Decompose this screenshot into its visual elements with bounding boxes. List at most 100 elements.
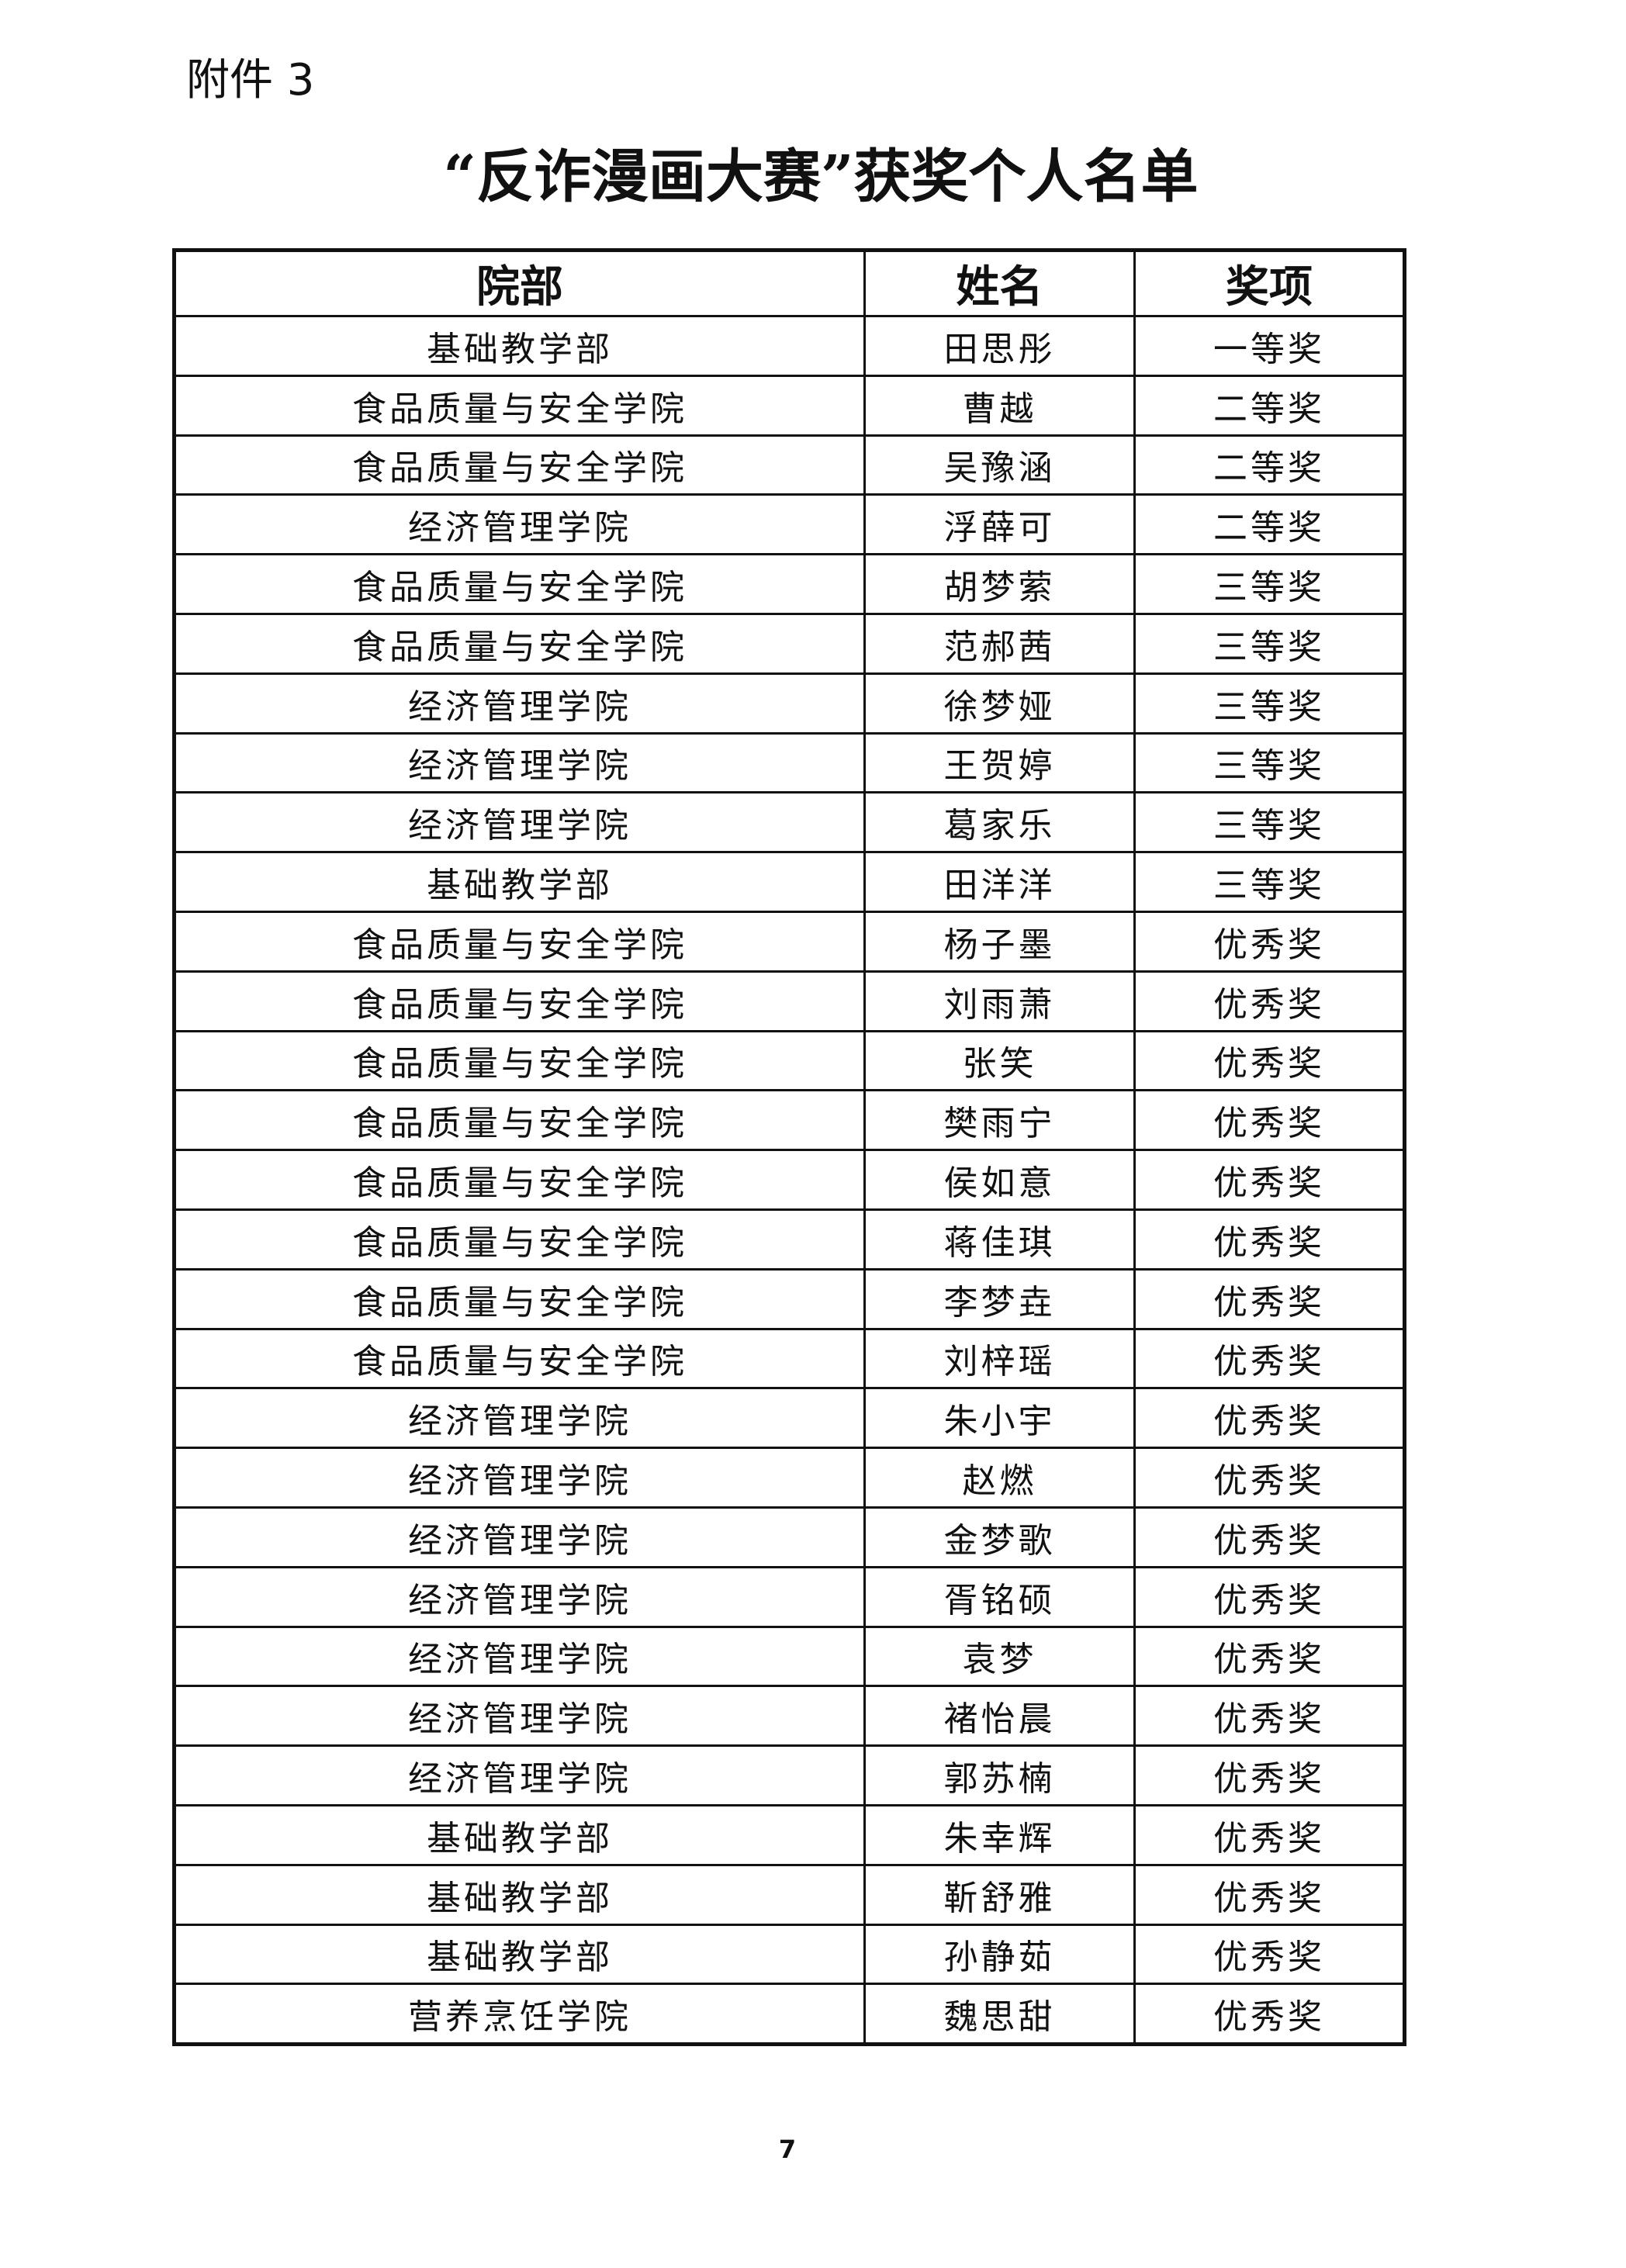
cell-award: 优秀奖 — [1133, 1803, 1406, 1866]
cell-name: 刘梓瑶 — [863, 1327, 1136, 1390]
cell-department: 食品质量与安全学院 — [173, 434, 866, 496]
cell-department: 基础教学部 — [173, 315, 866, 377]
cell-award: 优秀奖 — [1133, 970, 1406, 1032]
cell-award: 优秀奖 — [1133, 1149, 1406, 1211]
table-row: 经济管理学院 朱小宇 优秀奖 — [173, 1387, 1406, 1450]
table-row: 经济管理学院 浮薛可 二等奖 — [173, 493, 1406, 556]
table-row: 经济管理学院 王贺婷 三等奖 — [173, 731, 1406, 794]
page-number: 7 — [778, 2135, 797, 2164]
cell-name: 徐梦娅 — [863, 672, 1136, 735]
cell-name: 靳舒雅 — [863, 1863, 1136, 1926]
cell-name: 浮薛可 — [863, 493, 1136, 556]
table-row: 经济管理学院 金梦歌 优秀奖 — [173, 1506, 1406, 1568]
table-row: 基础教学部 田思彤 一等奖 — [173, 315, 1406, 377]
table-row: 经济管理学院 葛家乐 三等奖 — [173, 791, 1406, 854]
cell-award: 优秀奖 — [1133, 1208, 1406, 1271]
cell-name: 孙静茹 — [863, 1923, 1136, 1986]
cell-department: 食品质量与安全学院 — [173, 612, 866, 675]
cell-award: 优秀奖 — [1133, 1506, 1406, 1568]
table-row: 食品质量与安全学院 侯如意 优秀奖 — [173, 1149, 1406, 1211]
header-name: 姓名 — [863, 249, 1136, 317]
cell-name: 杨子墨 — [863, 910, 1136, 973]
cell-department: 基础教学部 — [173, 1923, 866, 1986]
cell-name: 胥铭硕 — [863, 1565, 1136, 1628]
cell-department: 经济管理学院 — [173, 1447, 866, 1509]
cell-department: 食品质量与安全学院 — [173, 374, 866, 437]
cell-name: 田思彤 — [863, 315, 1136, 377]
table-row: 食品质量与安全学院 张笑 优秀奖 — [173, 1029, 1406, 1092]
table-row: 基础教学部 靳舒雅 优秀奖 — [173, 1863, 1406, 1926]
table-row: 经济管理学院 袁梦 优秀奖 — [173, 1625, 1406, 1688]
cell-department: 食品质量与安全学院 — [173, 1029, 866, 1092]
cell-department: 食品质量与安全学院 — [173, 970, 866, 1032]
cell-award: 优秀奖 — [1133, 1267, 1406, 1330]
table-header-row: 院部 姓名 奖项 — [173, 249, 1406, 317]
cell-award: 优秀奖 — [1133, 1923, 1406, 1986]
cell-department: 食品质量与安全学院 — [173, 1327, 866, 1390]
cell-name: 葛家乐 — [863, 791, 1136, 854]
cell-award: 一等奖 — [1133, 315, 1406, 377]
cell-award: 优秀奖 — [1133, 1625, 1406, 1688]
cell-name: 曹越 — [863, 374, 1136, 437]
cell-award: 优秀奖 — [1133, 1565, 1406, 1628]
cell-department: 基础教学部 — [173, 1803, 866, 1866]
cell-department: 经济管理学院 — [173, 791, 866, 854]
cell-name: 魏思甜 — [863, 1983, 1136, 2046]
cell-department: 食品质量与安全学院 — [173, 1089, 866, 1152]
cell-name: 朱幸辉 — [863, 1803, 1136, 1866]
cell-name: 田洋洋 — [863, 851, 1136, 913]
cell-award: 三等奖 — [1133, 731, 1406, 794]
table-row: 食品质量与安全学院 樊雨宁 优秀奖 — [173, 1089, 1406, 1152]
cell-department: 经济管理学院 — [173, 731, 866, 794]
cell-award: 三等奖 — [1133, 672, 1406, 735]
table-row: 食品质量与安全学院 蒋佳琪 优秀奖 — [173, 1208, 1406, 1271]
cell-department: 基础教学部 — [173, 1863, 866, 1926]
cell-award: 优秀奖 — [1133, 1863, 1406, 1926]
cell-name: 侯如意 — [863, 1149, 1136, 1211]
cell-department: 经济管理学院 — [173, 1565, 866, 1628]
cell-department: 食品质量与安全学院 — [173, 553, 866, 615]
cell-department: 食品质量与安全学院 — [173, 910, 866, 973]
cell-award: 三等奖 — [1133, 612, 1406, 675]
table-row: 经济管理学院 徐梦娅 三等奖 — [173, 672, 1406, 735]
cell-name: 胡梦萦 — [863, 553, 1136, 615]
cell-award: 优秀奖 — [1133, 1685, 1406, 1748]
table-row: 经济管理学院 郭苏楠 优秀奖 — [173, 1744, 1406, 1806]
award-list-table: 院部 姓名 奖项 基础教学部 田思彤 一等奖 食品质量与安全学院 曹越 二等奖 食品质量与安… — [172, 248, 1406, 2047]
cell-award: 优秀奖 — [1133, 1447, 1406, 1509]
cell-name: 郭苏楠 — [863, 1744, 1136, 1806]
page-title: “反诈漫画大赛”获奖个人名单 — [443, 143, 1199, 210]
cell-name: 刘雨萧 — [863, 970, 1136, 1032]
cell-department: 经济管理学院 — [173, 1506, 866, 1568]
cell-name: 王贺婷 — [863, 731, 1136, 794]
cell-department: 营养烹饪学院 — [173, 1983, 866, 2046]
cell-award: 优秀奖 — [1133, 1029, 1406, 1092]
cell-name: 蒋佳琪 — [863, 1208, 1136, 1271]
cell-department: 经济管理学院 — [173, 1387, 866, 1450]
cell-name: 赵燃 — [863, 1447, 1136, 1509]
table-row: 经济管理学院 胥铭硕 优秀奖 — [173, 1565, 1406, 1628]
cell-award: 优秀奖 — [1133, 1983, 1406, 2046]
cell-award: 三等奖 — [1133, 851, 1406, 913]
table-row: 基础教学部 朱幸辉 优秀奖 — [173, 1803, 1406, 1866]
table-row: 食品质量与安全学院 李梦垚 优秀奖 — [173, 1267, 1406, 1330]
header-award: 奖项 — [1133, 249, 1406, 317]
cell-award: 三等奖 — [1133, 553, 1406, 615]
cell-name: 范郝茜 — [863, 612, 1136, 675]
cell-department: 经济管理学院 — [173, 672, 866, 735]
cell-name: 朱小宇 — [863, 1387, 1136, 1450]
table-row: 食品质量与安全学院 吴豫涵 二等奖 — [173, 434, 1406, 496]
cell-award: 优秀奖 — [1133, 910, 1406, 973]
cell-department: 经济管理学院 — [173, 1685, 866, 1748]
cell-department: 经济管理学院 — [173, 1744, 866, 1806]
table-row: 基础教学部 孙静茹 优秀奖 — [173, 1923, 1406, 1986]
cell-department: 经济管理学院 — [173, 1625, 866, 1688]
table-row: 食品质量与安全学院 曹越 二等奖 — [173, 374, 1406, 437]
table-row: 食品质量与安全学院 刘雨萧 优秀奖 — [173, 970, 1406, 1032]
table-row: 食品质量与安全学院 胡梦萦 三等奖 — [173, 553, 1406, 615]
cell-award: 优秀奖 — [1133, 1387, 1406, 1450]
table-row: 经济管理学院 褚怡晨 优秀奖 — [173, 1685, 1406, 1748]
cell-name: 张笑 — [863, 1029, 1136, 1092]
cell-award: 优秀奖 — [1133, 1089, 1406, 1152]
cell-department: 食品质量与安全学院 — [173, 1149, 866, 1211]
